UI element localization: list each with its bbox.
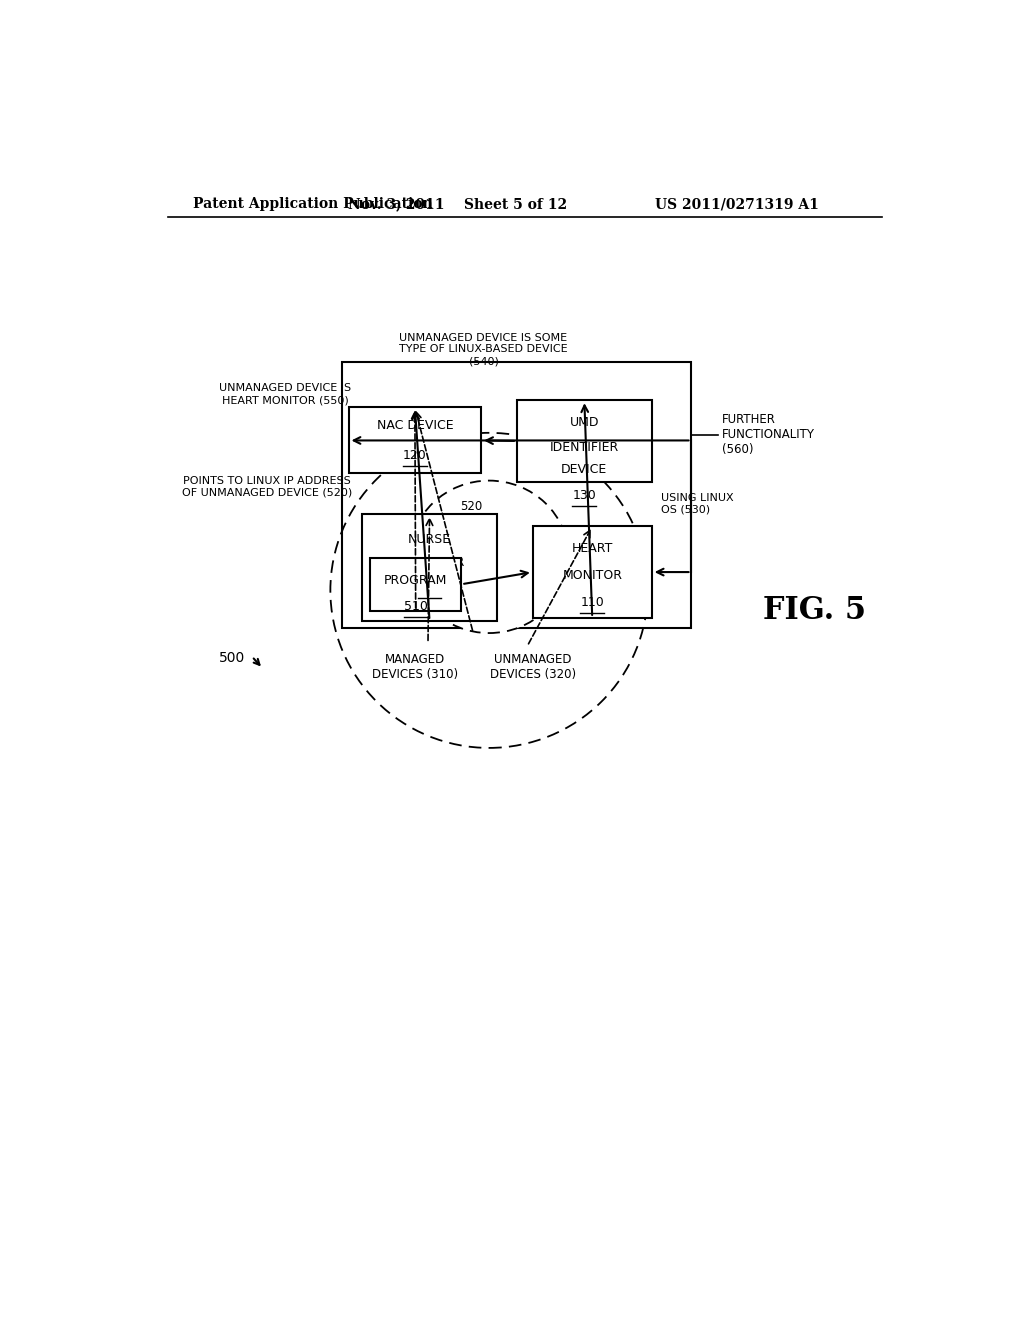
Text: FURTHER
FUNCTIONALITY
(560): FURTHER FUNCTIONALITY (560) [722, 413, 815, 457]
Text: 120: 120 [403, 449, 427, 462]
Text: HEART: HEART [571, 543, 613, 556]
Bar [532, 527, 652, 618]
Text: POINTS TO LINUX IP ADDRESS
OF UNMANAGED DEVICE (520): POINTS TO LINUX IP ADDRESS OF UNMANAGED … [181, 477, 352, 498]
Text: USING LINUX
OS (530): USING LINUX OS (530) [662, 494, 734, 515]
Text: 110: 110 [418, 581, 441, 594]
Bar [517, 400, 652, 482]
Text: Patent Application Publication: Patent Application Publication [194, 197, 433, 211]
Text: NAC DEVICE: NAC DEVICE [377, 418, 454, 432]
Text: UNMANAGED DEVICE IS
HEART MONITOR (550): UNMANAGED DEVICE IS HEART MONITOR (550) [219, 383, 351, 405]
Text: FIG. 5: FIG. 5 [763, 595, 866, 626]
Text: 500: 500 [219, 652, 246, 665]
Bar [362, 515, 497, 620]
Text: NURSE: NURSE [408, 533, 452, 546]
Text: Nov. 3, 2011    Sheet 5 of 12: Nov. 3, 2011 Sheet 5 of 12 [348, 197, 567, 211]
Text: MANAGED
DEVICES (310): MANAGED DEVICES (310) [372, 652, 459, 681]
Bar [370, 558, 461, 611]
Text: 520: 520 [460, 499, 482, 512]
Text: MONITOR: MONITOR [562, 569, 623, 582]
Bar [348, 408, 481, 474]
Text: COMPUTER: COMPUTER [394, 557, 465, 569]
Text: 510: 510 [403, 601, 428, 612]
Text: UMD: UMD [569, 416, 599, 429]
Text: IDENTIFIER: IDENTIFIER [550, 441, 618, 454]
Text: PROGRAM: PROGRAM [384, 574, 447, 586]
Text: DEVICE: DEVICE [561, 463, 607, 477]
Text: 130: 130 [572, 490, 596, 503]
Text: US 2011/0271319 A1: US 2011/0271319 A1 [654, 197, 818, 211]
Text: UNMANAGED DEVICE IS SOME
TYPE OF LINUX-BASED DEVICE
(540): UNMANAGED DEVICE IS SOME TYPE OF LINUX-B… [399, 333, 568, 366]
Bar [342, 362, 691, 628]
Ellipse shape [410, 480, 568, 634]
Text: UNMANAGED
DEVICES (320): UNMANAGED DEVICES (320) [489, 652, 575, 681]
Text: 110: 110 [581, 597, 604, 609]
